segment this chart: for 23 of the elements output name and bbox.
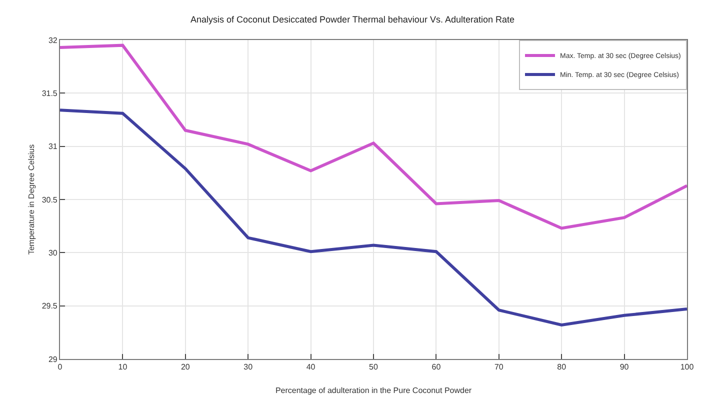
x-tick-label: 70 bbox=[494, 362, 504, 372]
y-tick-label: 31.5 bbox=[42, 88, 58, 98]
x-tick-label: 50 bbox=[369, 362, 378, 372]
line-series bbox=[60, 44, 687, 230]
chart-title: Analysis of Coconut Desiccated Powder Thermal behaviour Vs. Adulteration Rate bbox=[190, 14, 515, 25]
x-axis-title: Percentage of adulteration in the Pure Coconut Powder bbox=[275, 386, 472, 395]
y-tick-label: 29 bbox=[48, 354, 58, 364]
y-tick-label: 29.5 bbox=[42, 302, 58, 311]
y-tick-label: 30.5 bbox=[42, 195, 58, 204]
x-tick-label: 10 bbox=[118, 362, 128, 372]
y-tick-label: 30 bbox=[48, 248, 58, 258]
x-tick-label: 60 bbox=[432, 362, 442, 372]
x-tick-label: 100 bbox=[680, 362, 694, 372]
x-tick-label: 40 bbox=[306, 362, 316, 372]
y-tick-label: 31 bbox=[48, 142, 58, 152]
line-series bbox=[60, 108, 687, 326]
y-axis-title: Temperature in Degree Celsius bbox=[27, 144, 36, 255]
x-tick-label: 20 bbox=[180, 362, 190, 372]
y-tick-label: 32 bbox=[48, 36, 58, 45]
x-tick-label: 90 bbox=[620, 362, 630, 372]
x-tick-label: 80 bbox=[557, 362, 567, 372]
x-tick-label: 0 bbox=[58, 362, 63, 372]
x-tick-label: 30 bbox=[244, 362, 254, 372]
